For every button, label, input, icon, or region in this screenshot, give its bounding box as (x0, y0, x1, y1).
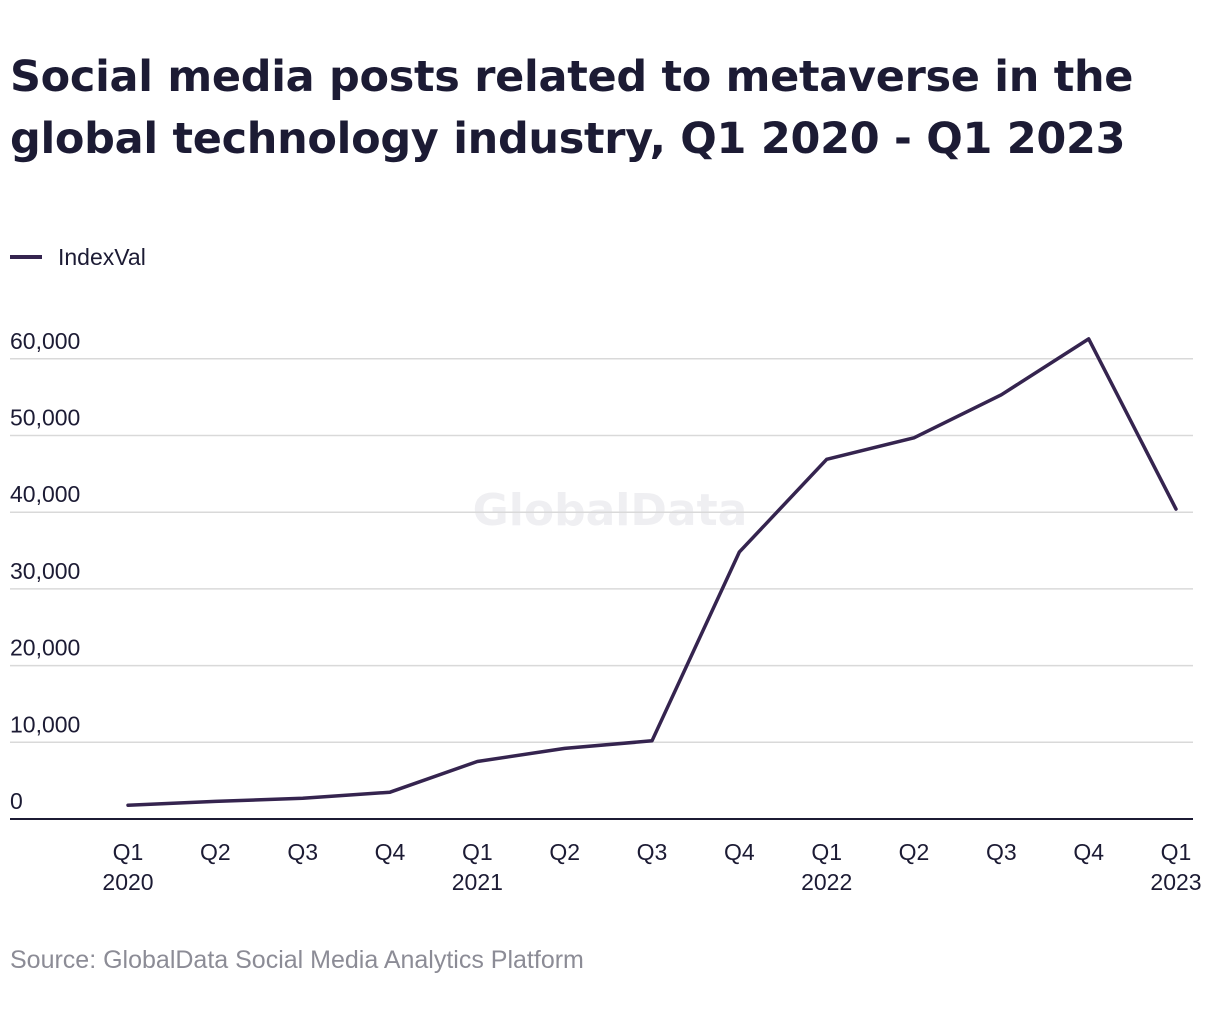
x-tick-label: Q4 (375, 839, 406, 865)
x-tick-year-label: 2023 (1150, 869, 1201, 895)
x-tick-label: Q4 (1073, 839, 1104, 865)
x-tick-label: Q1 (462, 839, 493, 865)
watermark: GlobalData (473, 485, 748, 536)
y-tick-label: 40,000 (10, 481, 80, 507)
x-tick-label: Q3 (287, 839, 318, 865)
x-tick-label: Q4 (724, 839, 755, 865)
x-tick-year-label: 2021 (452, 869, 503, 895)
y-tick-label: 0 (10, 788, 23, 814)
x-tick-label: Q2 (549, 839, 580, 865)
gridlines (10, 358, 1193, 744)
x-tick-label: Q3 (637, 839, 668, 865)
legend-swatch (10, 255, 42, 259)
source-note: Source: GlobalData Social Media Analytic… (10, 946, 584, 974)
y-axis-ticks: 0 10,000 20,000 30,000 40,000 50,000 60,000 (10, 328, 80, 814)
legend-label: IndexVal (58, 243, 146, 270)
x-tick-label: Q3 (986, 839, 1017, 865)
legend: IndexVal (10, 242, 146, 272)
line-chart: GlobalData 0 10,000 20,000 30,000 40,000 50,0… (10, 328, 1202, 895)
x-tick-label: Q1 (811, 839, 842, 865)
x-tick-label: Q2 (200, 839, 231, 865)
chart-title: Social media posts related to metaverse … (10, 52, 1134, 164)
y-tick-label: 60,000 (10, 328, 80, 354)
y-tick-label: 30,000 (10, 558, 80, 584)
x-tick-label: Q2 (899, 839, 930, 865)
series-line-indexval (126, 337, 1178, 807)
x-tick-year-label: 2020 (102, 869, 153, 895)
y-tick-label: 20,000 (10, 635, 80, 661)
y-tick-label: 10,000 (10, 711, 80, 737)
x-tick-label: Q1 (1161, 839, 1192, 865)
x-axis-ticks: Q1 2020 Q2 Q3 Q4 Q1 2021 Q2 Q3 Q4 Q1 2022 Q2 Q3 Q4 Q1 20… (102, 839, 1201, 895)
x-tick-label: Q1 (113, 839, 144, 865)
x-tick-year-label: 2022 (801, 869, 852, 895)
y-tick-label: 50,000 (10, 405, 80, 431)
